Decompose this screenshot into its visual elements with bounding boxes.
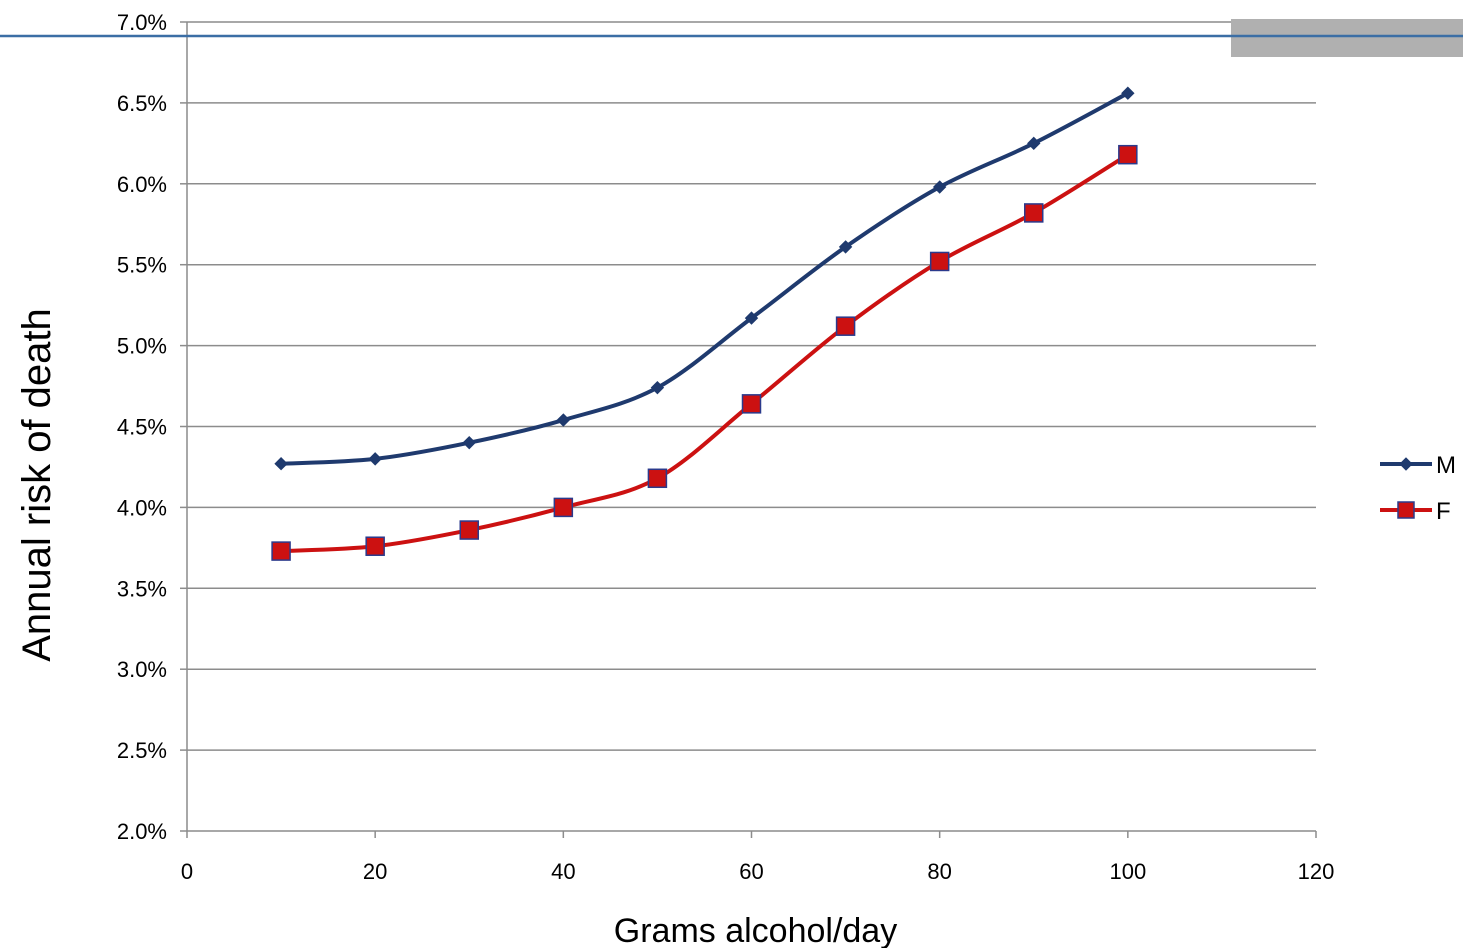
data-point-f [459,520,479,540]
data-point-m [274,457,288,471]
data-point-m [1027,136,1041,151]
slide-decorations [0,19,1463,57]
corner-box [1231,19,1463,57]
y-tick-label: 7.0% [117,10,167,35]
data-point-m [838,240,853,254]
y-tick-label: 5.0% [117,334,167,359]
data-point-m [1121,86,1135,100]
data-point-m [744,311,759,325]
data-point-f [647,468,668,489]
y-tick-label: 6.0% [117,172,167,197]
data-point-m [650,380,665,395]
tick-labels: 2.0% 2.5% 3.0% 3.5% 4.0% 4.5% 5.0% 5.5% 6.0% 6.5%… [117,10,1335,884]
data-point-f [271,541,291,561]
data-point-f [553,497,574,518]
data-point-m [368,452,382,466]
data-point-f [835,316,856,336]
gridlines [187,21,1316,751]
legend-label: F [1436,498,1451,525]
y-tick-label: 4.0% [117,495,167,520]
y-axis-title: Annual risk of death [15,308,59,662]
series-line-m [279,91,1130,466]
series-f [271,144,1138,561]
y-tick-label: 2.5% [117,738,167,763]
x-axis-title: Grams alcohol/day [614,912,897,948]
legend-item-f: F [1380,498,1451,525]
y-tick-label: 2.0% [117,819,167,844]
legend-item-m: M [1380,452,1456,479]
x-tick-label: 40 [551,859,575,884]
legend-swatch-marker [1397,501,1415,519]
data-point-m [462,435,476,450]
y-tick-label: 5.5% [117,253,167,278]
legend-label: M [1436,452,1456,479]
series-layer [271,86,1138,561]
x-tick-label: 80 [927,859,951,884]
legend-swatch-marker [1399,457,1413,471]
data-point-f [365,536,385,556]
data-point-m [556,413,571,427]
x-tick-label: 60 [739,859,763,884]
y-tick-label: 6.5% [117,91,167,116]
axes [180,21,1317,838]
y-tick-label: 4.5% [117,415,167,440]
x-tick-label: 0 [181,859,193,884]
series-m [274,86,1135,471]
x-tick-label: 100 [1109,859,1146,884]
x-tick-label: 20 [363,859,387,884]
data-point-f [1118,144,1138,165]
data-point-m [932,180,947,194]
data-point-f [1024,203,1044,223]
data-point-f [929,251,950,272]
series-line-f [279,152,1130,554]
x-tick-label: 120 [1298,859,1335,884]
y-tick-label: 3.0% [117,657,167,682]
legend: MF [1380,452,1456,525]
data-point-f [741,394,762,414]
y-tick-label: 3.5% [117,576,167,601]
